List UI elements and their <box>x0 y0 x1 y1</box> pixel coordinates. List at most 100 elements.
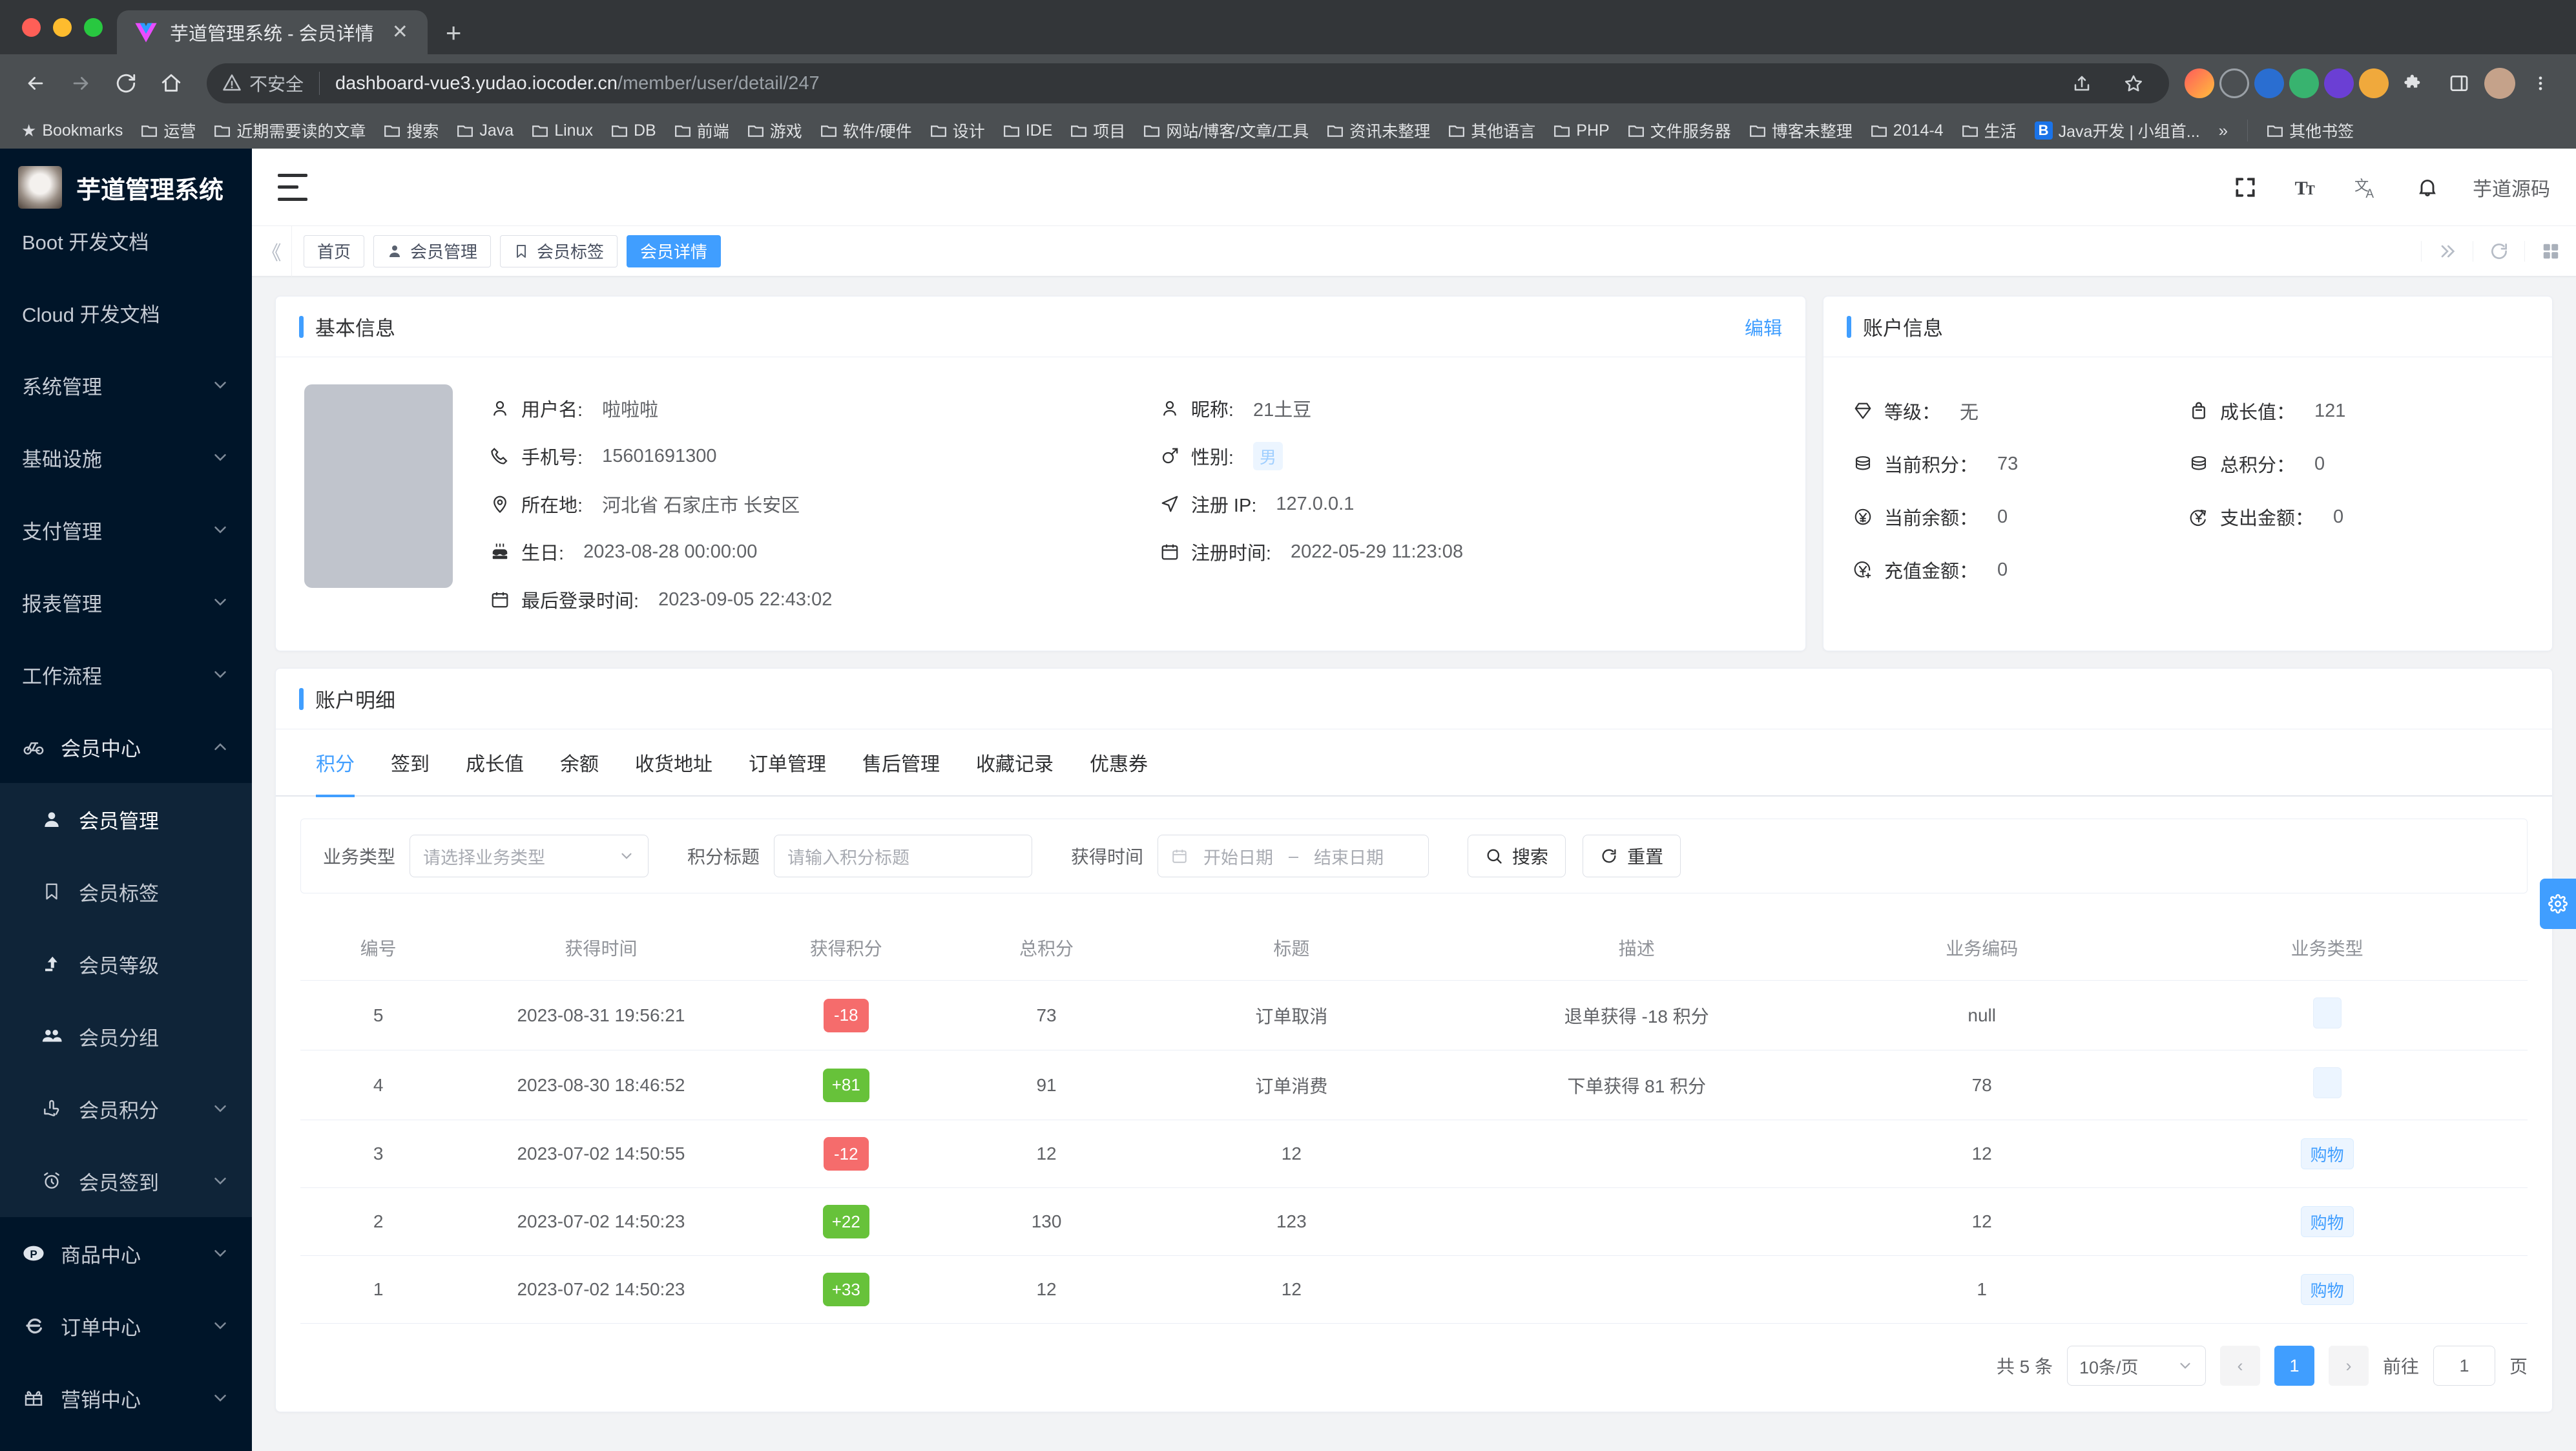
tab-coupons[interactable]: 优惠券 <box>1072 729 1166 796</box>
extension-icon-1[interactable] <box>2185 68 2214 98</box>
date-range-picker[interactable]: 开始日期 – 结束日期 <box>1158 835 1429 877</box>
address-bar[interactable]: 不安全 dashboard-vue3.yudao.iocoder.cn/memb… <box>207 63 2169 103</box>
bookmark-folder[interactable]: 软件/硬件 <box>813 116 919 145</box>
bookmark-folder[interactable]: 前端 <box>667 116 736 145</box>
tab-points[interactable]: 积分 <box>298 729 373 797</box>
sidebar-item-member-points[interactable]: 会员积分 <box>0 1072 252 1145</box>
tag-member-tags[interactable]: 会员标签 <box>500 235 618 267</box>
tab-favorites[interactable]: 收藏记录 <box>958 729 1072 796</box>
settings-drawer-handle[interactable] <box>2540 879 2576 929</box>
tab-checkin[interactable]: 签到 <box>373 729 448 796</box>
sidebar-item-product-center[interactable]: P 商品中心 <box>0 1217 252 1289</box>
tag-member-detail[interactable]: 会员详情 <box>627 235 722 267</box>
sidebar-logo[interactable]: 芋道管理系统 <box>0 149 252 226</box>
tab-address[interactable]: 收货地址 <box>617 729 731 796</box>
reload-icon[interactable] <box>106 63 146 103</box>
edit-link[interactable]: 编辑 <box>1744 318 1782 339</box>
close-tab-button[interactable]: ✕ <box>391 21 408 43</box>
bookmark-folder[interactable]: 博客未整理 <box>1742 116 1860 145</box>
extension-icon-4[interactable] <box>2289 68 2319 98</box>
bookmark-folder[interactable]: 搜索 <box>377 116 446 145</box>
jump-page-input[interactable]: 1 <box>2433 1346 2495 1386</box>
tag-home[interactable]: 首页 <box>304 235 365 267</box>
page-size-select[interactable]: 10条/页 <box>2066 1346 2206 1386</box>
bookmark-folder[interactable]: Linux <box>525 119 600 143</box>
bookmark-folder[interactable]: 资讯未整理 <box>1320 116 1437 145</box>
refresh-icon[interactable] <box>2473 240 2524 262</box>
close-window-button[interactable] <box>22 17 41 37</box>
bookmark-folder[interactable]: 生活 <box>1955 116 2024 145</box>
more-menu-icon[interactable] <box>2520 63 2560 103</box>
grid-icon[interactable] <box>2524 240 2576 262</box>
tab-orders[interactable]: 订单管理 <box>731 729 844 796</box>
bookmark-folder[interactable]: Java <box>450 119 521 143</box>
tab-balance[interactable]: 余额 <box>542 729 617 796</box>
search-button[interactable]: 搜索 <box>1468 835 1566 877</box>
maximize-window-button[interactable] <box>84 17 103 37</box>
bookmark-folder[interactable]: 游戏 <box>740 116 809 145</box>
sidepanel-icon[interactable] <box>2439 63 2479 103</box>
bookmark-folder[interactable]: 网站/博客/文章/工具 <box>1136 116 1316 145</box>
other-bookmarks-folder[interactable]: 其他书签 <box>2259 116 2361 145</box>
sidebar-item-workflow[interactable]: 工作流程 <box>0 638 252 711</box>
page-number-1[interactable]: 1 <box>2274 1346 2314 1386</box>
bookmark-link-bilibili[interactable]: B Java开发 | 小组首... <box>2028 116 2207 145</box>
sidebar-item-member-management[interactable]: 会员管理 <box>0 783 252 855</box>
browser-tab[interactable]: 芋道管理系统 - 会员详情 ✕ <box>117 10 428 54</box>
security-indicator[interactable]: 不安全 <box>222 70 304 96</box>
bookmark-star-icon[interactable] <box>2114 63 2154 103</box>
new-tab-button[interactable]: + <box>445 17 462 48</box>
puzzle-extensions-icon[interactable] <box>2394 63 2434 103</box>
biz-type-select[interactable]: 请选择业务类型 <box>410 835 649 877</box>
bookmarks-overflow-button[interactable]: » <box>2218 120 2228 140</box>
extension-icon-5[interactable] <box>2324 68 2354 98</box>
extension-icon-3[interactable] <box>2254 68 2284 98</box>
bookmark-folder[interactable]: 运营 <box>134 116 203 145</box>
tab-aftersale[interactable]: 售后管理 <box>844 729 958 796</box>
forward-icon[interactable] <box>61 63 101 103</box>
reset-button[interactable]: 重置 <box>1583 835 1681 877</box>
sidebar-item-member-level[interactable]: 会员等级 <box>0 928 252 1000</box>
sidebar-item-official-account[interactable]: 公众号管理 <box>0 1434 252 1451</box>
bookmark-folder[interactable]: 其他语言 <box>1441 116 1542 145</box>
sidebar-item-report-management[interactable]: 报表管理 <box>0 566 252 638</box>
tags-scroll-left-button[interactable]: 《 <box>252 225 292 277</box>
minimize-window-button[interactable] <box>53 17 72 37</box>
bookmark-folder[interactable]: DB <box>604 119 663 143</box>
window-controls[interactable] <box>17 0 117 54</box>
prev-page-button[interactable]: ‹ <box>2219 1346 2260 1386</box>
bookmark-folder[interactable]: PHP <box>1546 119 1616 143</box>
bookmark-folder[interactable]: 项目 <box>1063 116 1132 145</box>
sidebar-item-payment-management[interactable]: 支付管理 <box>0 494 252 566</box>
bookmark-folder[interactable]: 文件服务器 <box>1621 116 1738 145</box>
bell-icon[interactable] <box>2412 172 2443 203</box>
fullscreen-icon[interactable] <box>2230 172 2261 203</box>
bookmark-folder[interactable]: 近期需要读的文章 <box>207 116 373 145</box>
next-page-button[interactable]: › <box>2328 1346 2369 1386</box>
table-row[interactable]: 3 2023-07-02 14:50:55 -12 12 12 12 购物 <box>300 1120 2528 1188</box>
tab-growth[interactable]: 成长值 <box>448 729 542 796</box>
bookmark-folder[interactable]: 2014-4 <box>1864 119 1951 143</box>
extension-icon-6[interactable] <box>2359 68 2389 98</box>
sidebar-item-member-checkin[interactable]: 会员签到 <box>0 1145 252 1217</box>
sidebar-item-system-management[interactable]: 系统管理 <box>0 349 252 421</box>
points-title-input[interactable]: 请输入积分标题 <box>774 835 1033 877</box>
table-row[interactable]: 5 2023-08-31 19:56:21 -18 73 订单取消 退单获得 -… <box>300 980 2528 1050</box>
profile-avatar[interactable] <box>2484 68 2515 99</box>
sidebar-item-member-center[interactable]: 会员中心 <box>0 711 252 783</box>
collapse-sidebar-button[interactable] <box>278 173 307 201</box>
sidebar-item-member-group[interactable]: 会员分组 <box>0 1000 252 1072</box>
tag-member-management[interactable]: 会员管理 <box>373 235 492 267</box>
table-row[interactable]: 4 2023-08-30 18:46:52 +81 91 订单消费 下单获得 8… <box>300 1050 2528 1120</box>
bookmark-folder[interactable]: 设计 <box>923 116 992 145</box>
sidebar-item-cloud-docs[interactable]: Cloud 开发文档 <box>0 277 252 349</box>
table-row[interactable]: 2 2023-07-02 14:50:23 +22 130 123 12 购物 <box>300 1187 2528 1256</box>
current-user-name[interactable]: 芋道源码 <box>2473 178 2550 200</box>
table-row[interactable]: 1 2023-07-02 14:50:23 +33 12 12 1 购物 <box>300 1255 2528 1324</box>
home-icon[interactable] <box>151 63 191 103</box>
sidebar-item-member-tags[interactable]: 会员标签 <box>0 855 252 928</box>
share-icon[interactable] <box>2062 63 2102 103</box>
bookmark-folder[interactable]: IDE <box>996 119 1060 143</box>
